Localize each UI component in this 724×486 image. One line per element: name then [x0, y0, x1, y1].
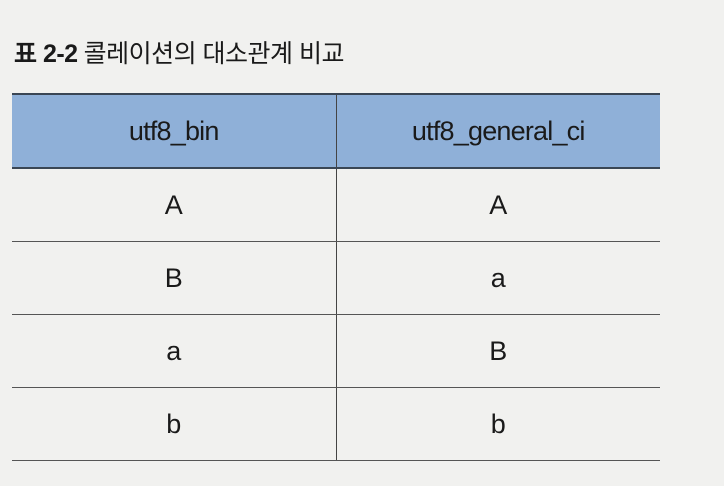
table-cell: A	[12, 168, 337, 242]
table-cell: a	[12, 314, 337, 388]
table-number: 표 2-2	[14, 40, 78, 68]
table-title: 콜레이션의 대소관계 비교	[83, 40, 345, 68]
table-row: b b	[12, 387, 660, 461]
table-row: A A	[12, 168, 660, 242]
table-cell: B	[12, 241, 337, 315]
collation-comparison-table: utf8_bin utf8_general_ci A A B a a B b b	[12, 93, 660, 461]
table-cell: a	[336, 241, 660, 315]
table-row: a B	[12, 314, 660, 388]
header-row: utf8_bin utf8_general_ci	[12, 93, 660, 169]
table-cell: b	[336, 387, 660, 461]
column-header: utf8_bin	[12, 93, 337, 169]
table-cell: b	[12, 387, 337, 461]
column-header: utf8_general_ci	[336, 93, 660, 169]
table-row: B a	[12, 241, 660, 315]
table-cell: B	[336, 314, 660, 388]
table-caption: 표 2-2 콜레이션의 대소관계 비교	[14, 34, 345, 70]
table-cell: A	[336, 168, 660, 242]
